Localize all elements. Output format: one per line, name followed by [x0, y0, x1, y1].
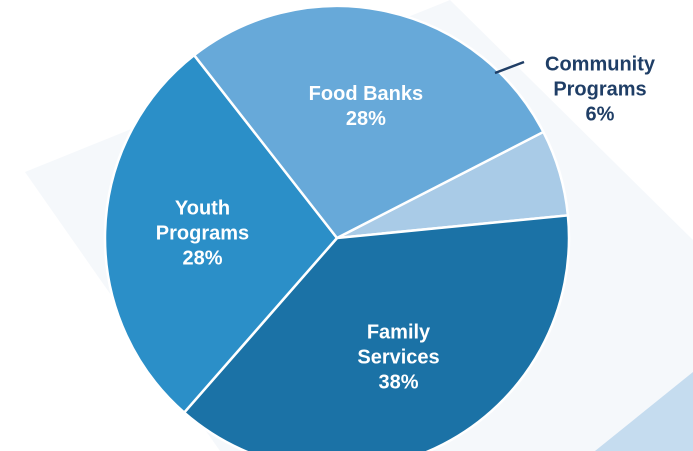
slice-label-text: Community: [545, 53, 655, 76]
slice-label-text: Programs: [155, 222, 250, 245]
slice-label-text: Family: [366, 321, 431, 344]
slice-label-text: Services: [357, 346, 440, 369]
slice-label-community-programs: Community Programs 6%: [545, 53, 655, 128]
pie-slice-family-services: [182, 214, 571, 451]
slice-label-food-banks: Food Banks 28%: [309, 82, 423, 132]
slice-percent: 28%: [182, 247, 223, 270]
leader-line: [494, 60, 525, 75]
slice-percent: 38%: [378, 371, 419, 394]
slice-percent: 28%: [345, 107, 386, 130]
slice-label-text: Youth: [174, 197, 231, 220]
slice-percent: 6%: [585, 103, 615, 126]
slice-label-family-services: Family Services 38%: [357, 320, 439, 395]
pie-slice-youth-programs: [103, 53, 339, 414]
corner-accent-shape: [595, 372, 693, 451]
slice-label-text: Programs: [553, 78, 647, 101]
pie-slice-food-banks: [192, 4, 545, 240]
slice-label-text: Food Banks: [308, 82, 424, 105]
slice-label-youth-programs: Youth Programs 28%: [156, 197, 249, 272]
